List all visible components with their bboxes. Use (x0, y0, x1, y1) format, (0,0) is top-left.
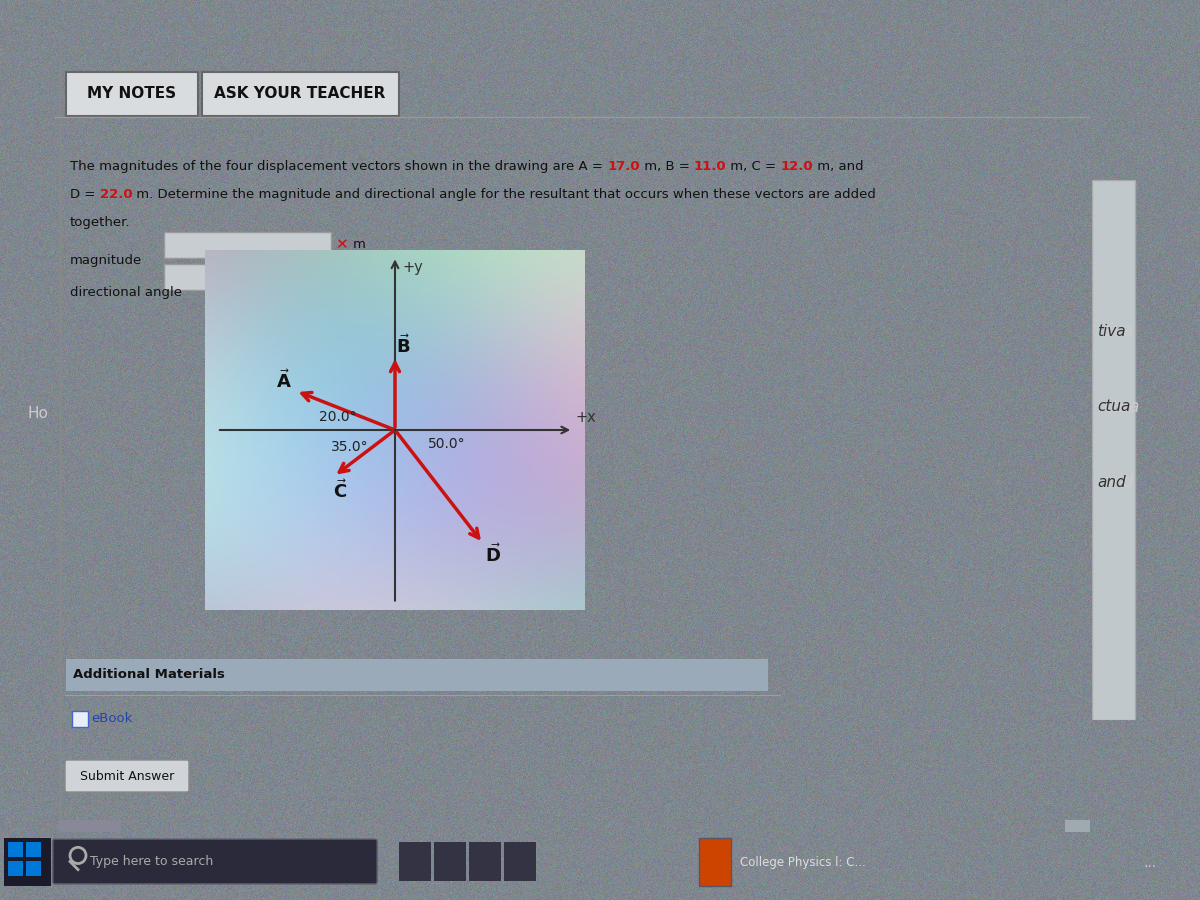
FancyBboxPatch shape (66, 659, 768, 691)
FancyBboxPatch shape (1066, 820, 1090, 832)
Text: directional angle: directional angle (70, 286, 182, 299)
Text: 11.0: 11.0 (694, 160, 726, 173)
FancyBboxPatch shape (504, 842, 536, 881)
Text: 22.0: 22.0 (100, 188, 132, 201)
Text: tiva: tiva (1098, 324, 1126, 338)
Text: m: m (353, 238, 366, 251)
FancyBboxPatch shape (53, 839, 377, 884)
Text: Additional Materials: Additional Materials (73, 669, 224, 681)
Text: m. Determine the magnitude and directional angle for the resultant that occurs w: m. Determine the magnitude and direction… (132, 188, 876, 201)
FancyBboxPatch shape (202, 72, 398, 116)
Text: D =: D = (70, 188, 100, 201)
FancyBboxPatch shape (26, 860, 41, 876)
FancyBboxPatch shape (164, 264, 331, 290)
Text: together.: together. (70, 216, 131, 229)
Text: 20.0°: 20.0° (319, 410, 358, 424)
Text: and: and (1103, 473, 1134, 491)
Text: +y: +y (402, 260, 422, 275)
FancyBboxPatch shape (65, 760, 190, 792)
FancyBboxPatch shape (469, 842, 502, 881)
Text: $\vec{\mathbf{A}}$: $\vec{\mathbf{A}}$ (276, 369, 292, 392)
Text: m, B =: m, B = (640, 160, 694, 173)
Text: The magnitudes of the four displacement vectors shown in the drawing are A =: The magnitudes of the four displacement … (70, 160, 607, 173)
FancyBboxPatch shape (8, 860, 23, 876)
FancyBboxPatch shape (398, 842, 431, 881)
Text: $\vec{\mathbf{B}}$: $\vec{\mathbf{B}}$ (396, 335, 410, 357)
Text: and: and (1098, 475, 1126, 490)
Text: College Physics l: C...: College Physics l: C... (740, 856, 865, 869)
Text: MY NOTES: MY NOTES (88, 86, 176, 102)
Text: 35.0°: 35.0° (331, 440, 368, 454)
Text: ° counterclockwise from the +x-axis: ° counterclockwise from the +x-axis (335, 271, 577, 284)
FancyBboxPatch shape (26, 842, 41, 858)
Text: 50.0°: 50.0° (428, 437, 466, 451)
Text: 12.0: 12.0 (781, 160, 814, 173)
FancyBboxPatch shape (59, 820, 121, 832)
FancyBboxPatch shape (434, 842, 466, 881)
Text: Ho: Ho (28, 407, 48, 421)
FancyBboxPatch shape (698, 838, 731, 886)
FancyBboxPatch shape (164, 232, 331, 258)
FancyBboxPatch shape (72, 711, 88, 727)
Text: m, and: m, and (814, 160, 864, 173)
FancyBboxPatch shape (66, 72, 198, 116)
Text: +x: +x (576, 410, 596, 425)
Text: ...: ... (1144, 856, 1157, 869)
Text: eBook: eBook (91, 712, 132, 724)
FancyBboxPatch shape (4, 838, 50, 886)
Text: tiva: tiva (1103, 322, 1134, 340)
Text: ✕: ✕ (335, 238, 348, 253)
Text: Submit Answer: Submit Answer (80, 770, 174, 782)
FancyBboxPatch shape (8, 842, 23, 858)
Text: 17.0: 17.0 (607, 160, 640, 173)
Text: ASK YOUR TEACHER: ASK YOUR TEACHER (215, 86, 385, 102)
Text: $\vec{\mathbf{C}}$: $\vec{\mathbf{C}}$ (332, 479, 347, 502)
Text: m, C =: m, C = (726, 160, 781, 173)
Text: ctua: ctua (1098, 400, 1130, 414)
FancyBboxPatch shape (1092, 180, 1135, 720)
Text: $\vec{\mathbf{D}}$: $\vec{\mathbf{D}}$ (486, 544, 502, 566)
Text: magnitude: magnitude (70, 254, 143, 267)
Text: ctua: ctua (1103, 398, 1139, 416)
Text: Type here to search: Type here to search (90, 855, 214, 868)
